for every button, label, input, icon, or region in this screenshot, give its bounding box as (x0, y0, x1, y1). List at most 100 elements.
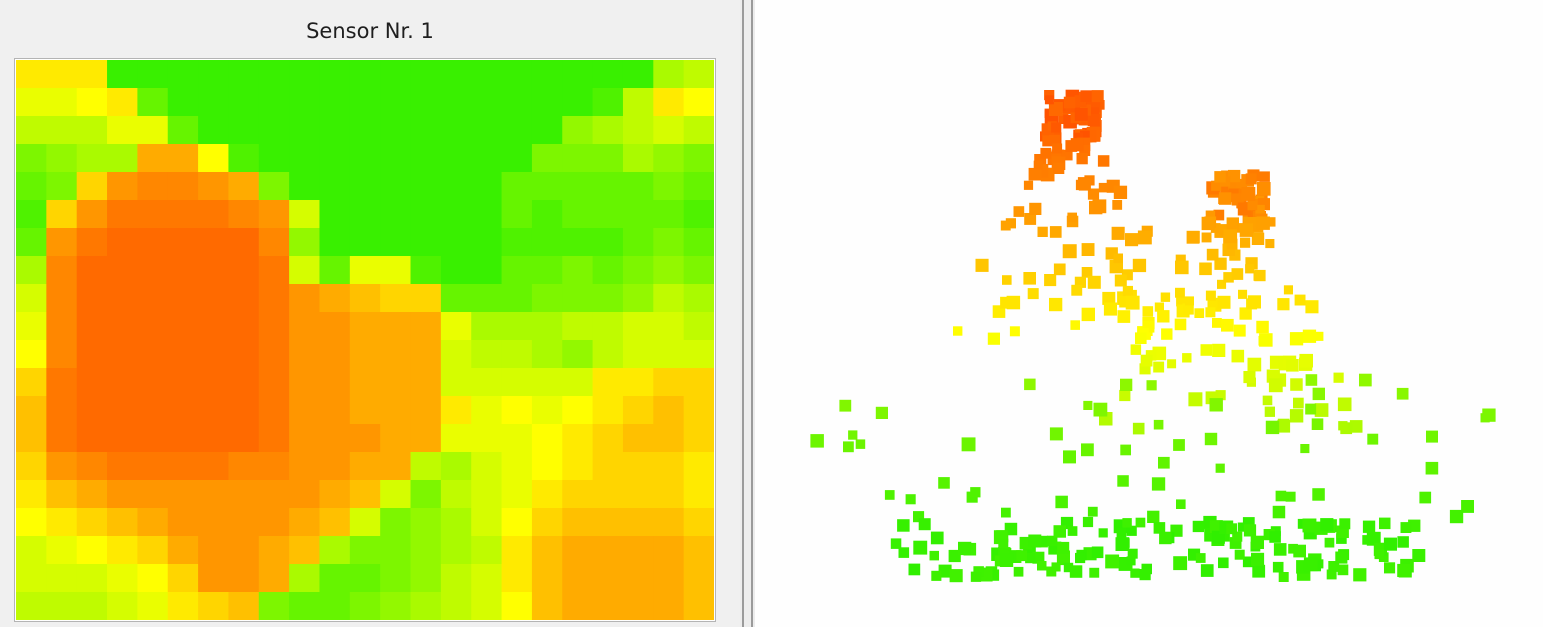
point-cloud-point (1024, 213, 1037, 225)
heatmap-cell (289, 480, 321, 509)
point-cloud-point (1024, 378, 1036, 391)
point-cloud-point (1097, 155, 1110, 167)
heatmap-cell (653, 144, 685, 173)
heatmap-cell (683, 60, 714, 89)
heatmap-cell (137, 564, 169, 593)
heatmap-cell (167, 396, 199, 425)
pane-splitter[interactable] (740, 0, 755, 627)
heatmap-cell (683, 116, 714, 145)
point-cloud-point (1337, 564, 1349, 576)
heatmap-cell (167, 312, 199, 341)
heatmap-cell (622, 508, 654, 537)
point-cloud-point (1228, 169, 1241, 183)
heatmap-cell (683, 564, 714, 593)
heatmap-cell (562, 424, 594, 453)
heatmap-cell (289, 312, 321, 341)
point-cloud-point (1201, 232, 1212, 243)
heatmap-cell (76, 536, 108, 565)
heatmap-cell (471, 284, 503, 313)
point-cloud-point (1286, 359, 1299, 372)
point-cloud-point (1175, 254, 1186, 265)
heatmap-cell (289, 452, 321, 481)
point-cloud-point (1273, 543, 1287, 556)
point-cloud-point (1126, 525, 1137, 536)
heatmap-cell (319, 480, 351, 509)
point-cloud-point (1397, 536, 1409, 548)
point-cloud-point (1092, 199, 1107, 214)
heatmap-cell (653, 480, 685, 509)
point-cloud-point (1122, 518, 1132, 528)
heatmap-cell (501, 564, 533, 593)
heatmap-cell (167, 172, 199, 201)
heatmap-cell (501, 284, 533, 313)
heatmap-cell (137, 312, 169, 341)
heatmap-cell (440, 200, 472, 229)
point-cloud-point (1079, 145, 1091, 156)
heatmap-cell (531, 144, 563, 173)
heatmap-cell (46, 284, 78, 313)
point-cloud-point (1205, 210, 1216, 220)
point-cloud-point (1269, 531, 1281, 543)
point-cloud-point (975, 258, 989, 272)
heatmap-cell (16, 396, 47, 425)
heatmap-cell (471, 480, 503, 509)
point-cloud-point (1049, 226, 1062, 238)
point-cloud-point (1200, 344, 1213, 356)
point-cloud-point (918, 518, 931, 531)
point-cloud-point (855, 439, 866, 449)
heatmap-cell (289, 116, 321, 145)
point-cloud-point (1256, 182, 1271, 196)
heatmap-cell (107, 508, 138, 537)
heatmap-cell (622, 256, 654, 285)
pointcloud-panel[interactable] (755, 0, 1543, 627)
point-cloud-point (1120, 378, 1133, 391)
point-cloud-point (1215, 463, 1225, 473)
heatmap-cell (410, 200, 442, 229)
point-cloud-point (938, 564, 952, 578)
heatmap-cell (410, 396, 442, 425)
point-cloud-point (1256, 216, 1270, 230)
point-cloud-point (1055, 495, 1068, 509)
point-cloud-point (1185, 296, 1194, 306)
point-cloud-point (1112, 200, 1123, 210)
heatmap-cell (16, 508, 47, 537)
point-cloud-point (1028, 167, 1042, 181)
heatmap-cell (349, 508, 381, 537)
heatmap-cell (76, 424, 108, 453)
point-cloud-view (810, 89, 1496, 583)
heatmap-cell (592, 200, 624, 229)
heatmap-cell (137, 200, 169, 229)
point-cloud-point (1245, 264, 1255, 274)
point-cloud-point (1226, 238, 1238, 250)
heatmap-cell (258, 228, 290, 257)
heatmap-cell (410, 60, 442, 89)
heatmap-cell (137, 116, 169, 145)
heatmap-cell (349, 480, 381, 509)
point-cloud-point (1098, 528, 1108, 538)
heatmap-cell (380, 200, 412, 229)
heatmap-cell (289, 396, 321, 425)
heatmap-cell (319, 116, 351, 145)
heatmap-cell (258, 368, 290, 397)
heatmap-cell (16, 200, 47, 229)
point-cloud-point (958, 541, 972, 556)
heatmap-cell (258, 424, 290, 453)
point-cloud-point (1187, 231, 1200, 243)
heatmap-cell (76, 144, 108, 173)
point-cloud-point (1081, 307, 1095, 322)
point-cloud-point (1200, 564, 1214, 577)
point-cloud-point (1025, 553, 1036, 564)
heatmap-cell (228, 256, 260, 285)
heatmap-cell (380, 60, 412, 89)
heatmap-cell (16, 312, 47, 341)
heatmap-cell (137, 60, 169, 89)
heatmap-cell (198, 256, 230, 285)
heatmap-cell (198, 508, 230, 537)
heatmap-cell (562, 564, 594, 593)
point-cloud-point (1449, 509, 1464, 524)
point-cloud-point (961, 437, 976, 452)
heatmap-viewport[interactable] (14, 58, 716, 622)
heatmap-cell (107, 172, 138, 201)
point-cloud-point (1159, 531, 1172, 545)
heatmap-cell (410, 536, 442, 565)
